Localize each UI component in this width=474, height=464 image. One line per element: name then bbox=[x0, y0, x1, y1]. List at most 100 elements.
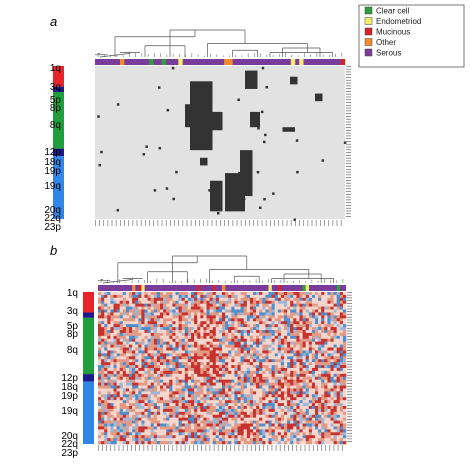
heatmap-cell bbox=[206, 391, 210, 395]
heatmap-cell bbox=[305, 300, 310, 304]
heatmap-cell bbox=[110, 341, 114, 345]
heatmap-cell bbox=[107, 429, 111, 433]
heatmap-cell bbox=[169, 294, 173, 299]
heatmap-cell bbox=[135, 391, 139, 395]
heatmap-cell bbox=[125, 435, 130, 439]
heatmap-cell bbox=[330, 394, 334, 398]
heatmap-cell bbox=[327, 385, 331, 389]
heatmap-cell bbox=[258, 206, 262, 209]
heatmap-cell bbox=[228, 327, 232, 331]
heatmap-cell bbox=[129, 441, 133, 445]
heatmap-cell bbox=[129, 394, 133, 398]
heatmap-cell bbox=[339, 365, 344, 369]
heatmap-cell bbox=[178, 297, 182, 302]
heatmap-cell bbox=[166, 353, 170, 357]
column-tick bbox=[307, 220, 309, 226]
heatmap-cell bbox=[160, 300, 164, 304]
heatmap-cell bbox=[122, 397, 127, 401]
heatmap-cell bbox=[206, 294, 210, 299]
heatmap-cell bbox=[339, 403, 344, 407]
heatmap-cell bbox=[318, 341, 322, 345]
heatmap-cell bbox=[342, 376, 347, 380]
heatmap-cell bbox=[212, 408, 217, 413]
heatmap-cell bbox=[222, 403, 226, 407]
heatmap-cell bbox=[318, 335, 322, 340]
heatmap-cell bbox=[141, 332, 145, 337]
heatmap-cell bbox=[116, 335, 120, 340]
heatmap-cell bbox=[156, 368, 161, 372]
heatmap-cell bbox=[327, 379, 331, 383]
heatmap-cell bbox=[169, 327, 173, 331]
heatmap-cell bbox=[330, 324, 334, 328]
row-tick bbox=[346, 157, 351, 159]
heatmap-cell bbox=[284, 306, 288, 310]
column-tick bbox=[279, 445, 281, 451]
heatmap-cell bbox=[256, 385, 260, 389]
heatmap-cell bbox=[333, 441, 337, 445]
heatmap-cell bbox=[107, 306, 111, 310]
heatmap-cell bbox=[342, 429, 347, 433]
heatmap-cell bbox=[243, 332, 248, 337]
heatmap-cell bbox=[311, 365, 316, 369]
heatmap-cell bbox=[187, 292, 192, 296]
heatmap-cell bbox=[284, 368, 288, 372]
heatmap-cell bbox=[231, 324, 235, 328]
heatmap-cell bbox=[290, 315, 294, 319]
heatmap-cell bbox=[184, 353, 189, 357]
heatmap-cell bbox=[225, 353, 229, 357]
heatmap-cell bbox=[166, 391, 170, 395]
heatmap-cell bbox=[122, 429, 127, 433]
heatmap-cell bbox=[104, 356, 108, 360]
heatmap-cell bbox=[116, 359, 120, 363]
heatmap-cell bbox=[218, 309, 223, 313]
heatmap-cell bbox=[237, 341, 241, 345]
heatmap-cell bbox=[138, 297, 142, 302]
heatmap-cell bbox=[234, 400, 238, 404]
heatmap-cell bbox=[299, 332, 303, 337]
heatmap-cell bbox=[305, 391, 310, 395]
chromosome-segment bbox=[83, 292, 94, 313]
heatmap-cell bbox=[308, 330, 313, 334]
heatmap-cell bbox=[280, 435, 285, 439]
heatmap-cell bbox=[299, 397, 303, 401]
heatmap-cell bbox=[287, 362, 291, 366]
column-tick bbox=[193, 445, 194, 451]
heatmap-cell bbox=[249, 414, 254, 418]
column-tick bbox=[180, 445, 182, 451]
heatmap-cell bbox=[259, 370, 263, 375]
heatmap-cell bbox=[175, 306, 179, 310]
heatmap-cell bbox=[178, 306, 182, 310]
row-tick bbox=[347, 325, 352, 326]
heatmap-cell bbox=[132, 332, 136, 337]
heatmap-cell bbox=[327, 429, 331, 433]
heatmap-cell bbox=[110, 335, 114, 340]
heatmap-cell bbox=[197, 327, 201, 331]
heatmap-cell bbox=[200, 397, 204, 401]
heatmap-cell bbox=[101, 344, 105, 348]
heatmap-cell bbox=[265, 394, 269, 398]
heatmap-cell bbox=[231, 303, 235, 307]
heatmap-cell bbox=[150, 438, 155, 442]
heatmap-cell bbox=[107, 341, 111, 345]
heatmap-cell bbox=[218, 417, 223, 421]
heatmap-cell bbox=[138, 382, 142, 386]
heatmap-cell bbox=[184, 368, 189, 372]
heatmap-cell bbox=[296, 403, 300, 407]
heatmap-cell bbox=[101, 292, 105, 296]
heatmap-cell bbox=[330, 341, 334, 345]
heatmap-cell bbox=[200, 435, 204, 439]
heatmap-cell bbox=[187, 426, 192, 430]
heatmap-cell bbox=[327, 368, 331, 372]
heatmap-cell bbox=[299, 370, 303, 375]
heatmap-cell bbox=[212, 385, 217, 389]
heatmap-cell bbox=[135, 353, 139, 357]
heatmap-cell bbox=[122, 370, 127, 375]
heatmap-cell bbox=[256, 359, 260, 363]
heatmap-cell bbox=[330, 353, 334, 357]
heatmap-cell bbox=[327, 300, 331, 304]
heatmap-cell bbox=[321, 353, 325, 357]
heatmap-cell bbox=[191, 411, 195, 416]
heatmap-cell bbox=[222, 350, 226, 354]
heatmap-cell bbox=[178, 426, 182, 430]
heatmap-cell bbox=[293, 432, 297, 436]
